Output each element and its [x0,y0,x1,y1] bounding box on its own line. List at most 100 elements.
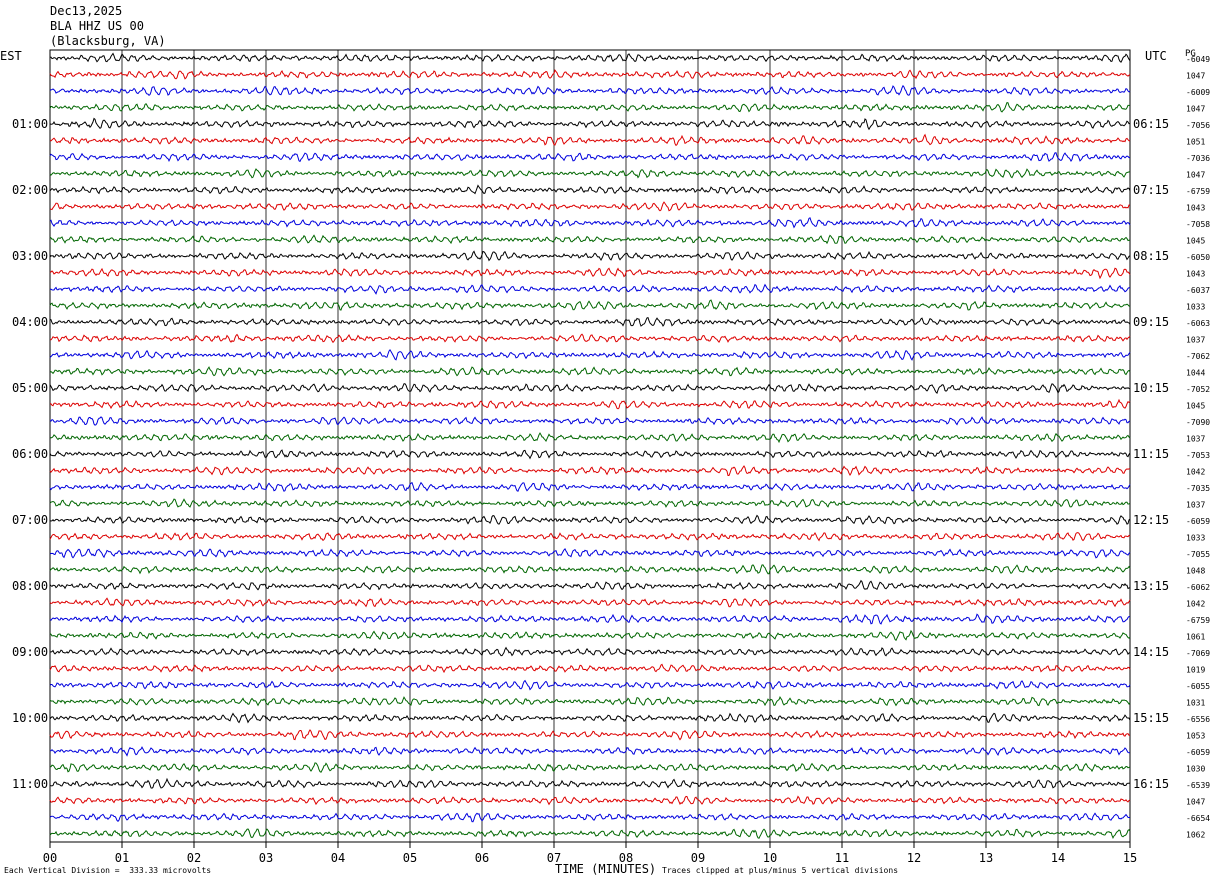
trace-offset-label: 1062 [1186,831,1205,840]
trace-offset-label: -7090 [1186,418,1210,427]
trace-offset-label: -7035 [1186,484,1210,493]
trace-offset-label: -7062 [1186,352,1210,361]
trace-offset-label: 1037 [1186,501,1205,510]
axis-labels: 00 01 02 03 04 05 06 07 08 09 10 11 12 13 14 15 -6049 104… [12,55,1210,865]
trace-offset-label: 1043 [1186,204,1205,213]
trace-line [49,416,1131,426]
trace-line [49,613,1131,625]
trace-line [49,695,1131,707]
left-hour-label: 11:00 [12,777,48,791]
trace-line [49,52,1131,63]
trace-line [49,597,1131,608]
trace-line [50,746,1131,757]
trace-offset-label: 1037 [1186,435,1205,444]
trace-line [49,532,1131,542]
x-tick-label: 12 [907,851,921,865]
left-hour-label: 05:00 [12,381,48,395]
x-tick-label: 07 [547,851,561,865]
trace-offset-label: -6539 [1186,781,1210,790]
trace-line [49,349,1131,361]
x-tick-label: 14 [1051,851,1065,865]
station-location: (Blacksburg, VA) [50,34,166,48]
x-tick-label: 06 [475,851,489,865]
trace-offset-label: -6059 [1186,748,1210,757]
trace-line [49,69,1131,80]
seismic-traces [49,52,1131,839]
trace-offset-label: -7058 [1186,220,1210,229]
plot-grid [49,49,1131,848]
trace-offset-label: 1045 [1186,237,1205,246]
trace-offset-label: 1047 [1186,105,1205,114]
trace-offset-label: 1047 [1186,798,1205,807]
trace-offset-label: 1044 [1186,369,1205,378]
trace-line [49,333,1131,344]
left-hour-label: 08:00 [12,579,48,593]
trace-line [49,777,1131,789]
trace-line [49,465,1131,476]
right-hour-label: 07:15 [1133,183,1169,197]
trace-line [49,168,1131,179]
trace-offset-label: -6009 [1186,88,1210,97]
left-hour-label: 10:00 [12,711,48,725]
left-hour-label: 09:00 [12,645,48,659]
trace-offset-label: -6759 [1186,187,1210,196]
trace-line [49,679,1131,691]
trace-offset-label: 1037 [1186,336,1205,345]
right-hour-label: 10:15 [1133,381,1169,395]
trace-offset-label: -6063 [1186,319,1210,328]
trace-offset-label: 1053 [1186,732,1205,741]
plot-frame [49,49,1131,843]
trace-offset-label: -7056 [1186,121,1210,130]
x-tick-label: 03 [259,851,273,865]
trace-offset-label: 1047 [1186,72,1205,81]
trace-offset-label: 1031 [1186,699,1205,708]
right-hour-label: 13:15 [1133,579,1169,593]
trace-line [49,564,1131,575]
right-column-header: PG [1185,49,1196,59]
trace-offset-label: 1033 [1186,534,1205,543]
trace-line [49,432,1131,444]
right-hour-label: 16:15 [1133,777,1169,791]
trace-line [49,383,1131,394]
trace-line [49,184,1131,195]
x-axis-title: TIME (MINUTES) [555,862,657,876]
x-tick-label: 02 [187,851,201,865]
trace-offset-label: -6062 [1186,583,1210,592]
trace-offset-label: 1042 [1186,468,1205,477]
left-hour-label: 06:00 [12,447,48,461]
trace-line [49,514,1131,526]
trace-line [49,729,1130,741]
trace-line [49,133,1131,147]
trace-line [49,449,1131,460]
trace-offset-label: -6050 [1186,253,1210,262]
x-tick-label: 04 [331,851,345,865]
trace-offset-label: -7036 [1186,154,1210,163]
x-tick-label: 01 [115,851,129,865]
right-hour-label: 06:15 [1133,117,1169,131]
trace-line [49,201,1131,212]
scale-note: Each Vertical Division = 333.33 microvol… [4,866,212,875]
trace-line [49,234,1131,245]
trace-offset-label: 1047 [1186,171,1205,180]
trace-offset-label: -7052 [1186,385,1210,394]
trace-line [49,316,1131,327]
right-hour-label: 14:15 [1133,645,1169,659]
trace-line [49,646,1131,657]
trace-line [49,812,1130,823]
x-tick-label: 15 [1123,851,1137,865]
trace-line [49,283,1131,295]
trace-offset-label: -6049 [1186,55,1210,64]
trace-line [49,548,1131,559]
trace-offset-label: 1030 [1186,765,1205,774]
left-hour-label: 04:00 [12,315,48,329]
trace-line [49,117,1131,131]
station-code: BLA HHZ US 00 [50,19,144,33]
trace-line [49,217,1131,229]
trace-offset-label: -6059 [1186,517,1210,526]
trace-line [49,828,1131,839]
trace-line [49,267,1131,280]
right-hour-label: 08:15 [1133,249,1169,263]
plot-date: Dec13,2025 [50,4,123,18]
trace-line [49,663,1131,674]
